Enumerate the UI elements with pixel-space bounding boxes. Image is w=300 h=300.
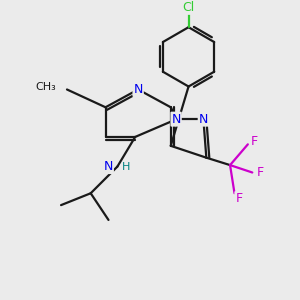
Text: F: F	[251, 135, 258, 148]
Text: F: F	[257, 166, 264, 179]
Text: N: N	[171, 112, 181, 126]
Text: N: N	[103, 160, 113, 173]
Text: F: F	[236, 192, 242, 205]
Text: N: N	[199, 112, 208, 126]
Text: Cl: Cl	[182, 1, 195, 14]
Text: CH₃: CH₃	[36, 82, 57, 92]
Text: N: N	[134, 83, 143, 96]
Text: H: H	[122, 162, 130, 172]
